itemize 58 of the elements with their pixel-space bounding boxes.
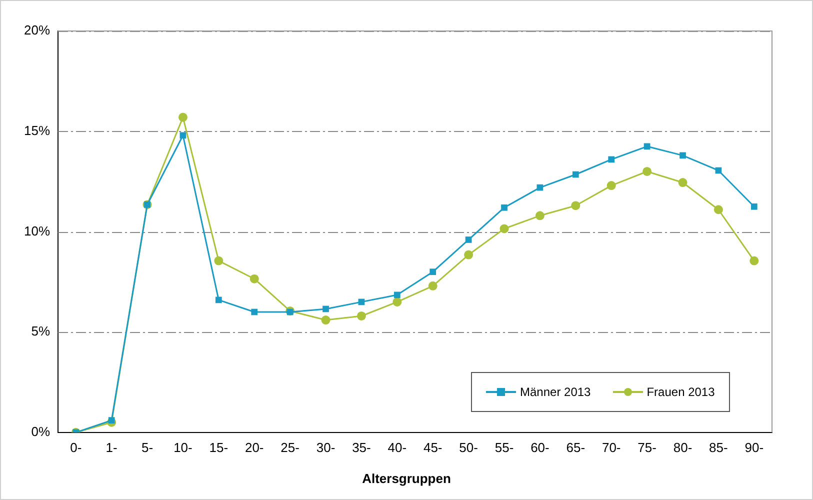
x-tick-label: 1- — [106, 440, 118, 455]
point — [750, 256, 759, 266]
x-tick-label: 10- — [174, 440, 192, 455]
point — [714, 205, 723, 214]
point — [608, 156, 615, 163]
point — [464, 250, 474, 260]
point — [680, 152, 686, 159]
point — [356, 311, 366, 320]
x-tick-label: 70- — [602, 440, 621, 455]
x-tick-label: 30- — [316, 440, 336, 455]
point — [644, 143, 650, 150]
point — [394, 292, 400, 298]
point — [428, 281, 438, 290]
point — [180, 132, 186, 139]
point — [465, 236, 472, 243]
x-tick-label: 85- — [709, 440, 728, 455]
point — [750, 203, 758, 210]
x-tick-label: 20- — [244, 440, 264, 455]
point — [251, 308, 258, 316]
point — [571, 201, 580, 210]
x-tick-label: 75- — [638, 440, 656, 455]
point — [500, 224, 509, 234]
point — [214, 256, 224, 266]
y-tick-label: 20% — [24, 22, 50, 38]
x-tick-label: 0- — [70, 440, 82, 455]
point — [572, 171, 579, 178]
point — [642, 166, 652, 176]
x-tick-label: 60- — [530, 440, 550, 455]
point — [322, 306, 329, 312]
point — [215, 296, 222, 304]
legend-label: Frauen 2013 — [646, 385, 715, 400]
x-axis-title: Altersgruppen — [361, 471, 452, 486]
x-tick-label: 25- — [280, 440, 300, 455]
x-tick-label: 65- — [566, 440, 586, 455]
point — [178, 112, 188, 122]
x-tick-label: 15- — [209, 440, 228, 455]
point — [501, 204, 508, 211]
x-tick-label: 45- — [423, 440, 442, 455]
point — [606, 181, 616, 190]
point — [678, 178, 688, 188]
y-tick-label: 10% — [24, 223, 50, 238]
point — [250, 274, 259, 284]
x-tick-label: 80- — [673, 440, 692, 455]
x-tick-label: 55- — [494, 440, 514, 455]
x-tick-label: 5- — [141, 440, 154, 455]
y-tick-label: 0% — [31, 424, 50, 439]
point — [108, 417, 115, 424]
x-tick-label: 90- — [744, 440, 764, 455]
point — [392, 297, 402, 306]
legend-label: Männer 2013 — [520, 385, 591, 400]
point — [430, 268, 436, 276]
x-tick-label: 50- — [459, 440, 478, 455]
point — [321, 316, 330, 325]
y-tick-label: 15% — [24, 122, 50, 138]
point — [535, 211, 544, 220]
y-tick-label: 5% — [31, 324, 50, 339]
x-tick-label: 35- — [352, 440, 371, 455]
x-tick-label: 40- — [388, 440, 407, 455]
